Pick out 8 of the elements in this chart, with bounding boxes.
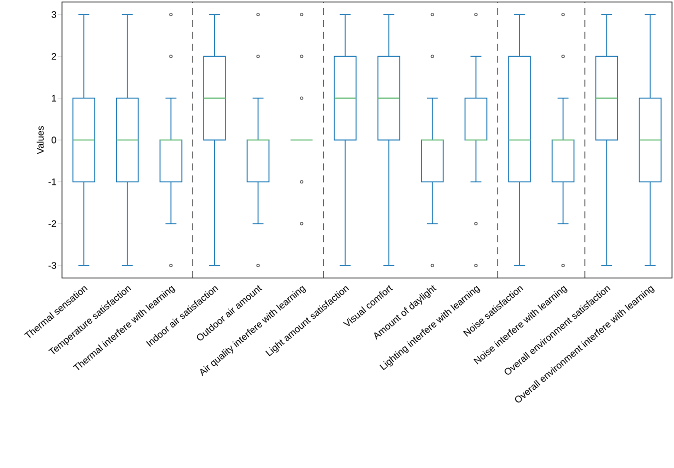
- y-tick-label: 1: [52, 94, 56, 102]
- y-tick-label: 0: [52, 136, 56, 144]
- y-tick-label: -1: [48, 178, 56, 186]
- y-axis-title: Values: [36, 126, 44, 154]
- y-tick-label: -2: [48, 220, 56, 227]
- y-tick-label: 3: [52, 11, 56, 18]
- y-tick-label: -3: [48, 262, 56, 269]
- y-tick-label: 2: [52, 53, 56, 60]
